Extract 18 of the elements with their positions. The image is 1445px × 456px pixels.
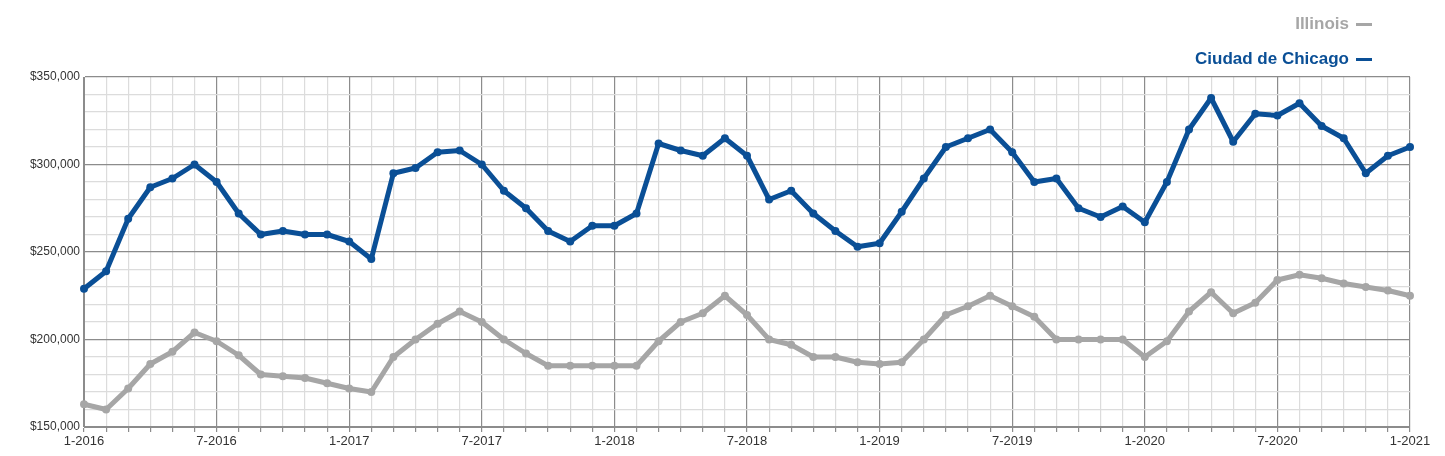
x-tick-label: 7-2016 (196, 433, 237, 449)
y-tick-label: $150,000 (29, 419, 81, 434)
x-tick-label: 7-2018 (726, 433, 768, 449)
x-tick-label: 1-2021 (1389, 433, 1431, 449)
y-tick-label: $200,000 (29, 331, 81, 346)
x-tick-label: 7-2020 (1257, 433, 1298, 449)
x-tick-label: 1-2020 (1124, 433, 1166, 449)
y-tick-label: $300,000 (29, 156, 81, 171)
x-tick-label: 1-2016 (63, 433, 105, 449)
legend-label: Illinois (1295, 14, 1349, 33)
x-tick-label: 1-2017 (328, 433, 370, 449)
x-tick-label: 7-2017 (461, 433, 503, 449)
x-tick-label: 1-2018 (594, 433, 635, 449)
legend-label: Ciudad de Chicago (1195, 49, 1349, 68)
y-tick-label: $250,000 (29, 244, 81, 259)
x-tick-label: 1-2019 (859, 433, 900, 449)
x-tick-label: 7-2019 (991, 433, 1033, 449)
y-tick-label: $350,000 (29, 69, 81, 84)
